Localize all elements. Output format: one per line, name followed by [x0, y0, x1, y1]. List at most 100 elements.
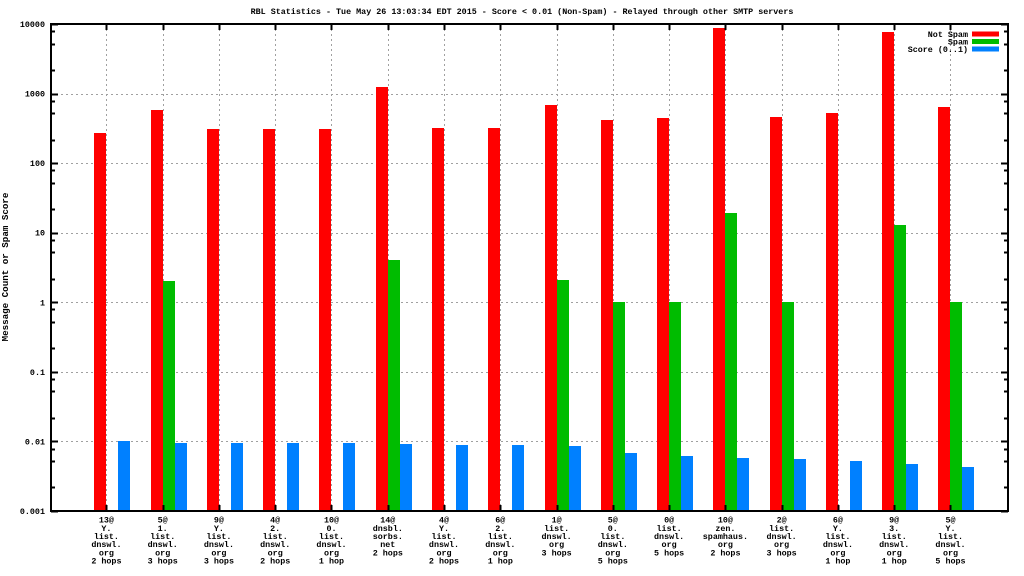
svg-text:list.: list.	[94, 532, 119, 542]
svg-text:list.: list.	[825, 532, 850, 542]
svg-text:5@: 5@	[158, 516, 168, 526]
svg-text:0.: 0.	[326, 524, 336, 534]
svg-text:2@: 2@	[777, 516, 787, 526]
svg-text:2 hops: 2 hops	[373, 548, 403, 558]
svg-text:9@: 9@	[214, 516, 224, 526]
svg-text:sorbs.: sorbs.	[373, 532, 403, 542]
svg-text:Message Count or Spam Score: Message Count or Spam Score	[0, 192, 11, 341]
svg-text:list.: list.	[150, 532, 175, 542]
svg-text:0.: 0.	[608, 524, 618, 534]
svg-text:list.: list.	[938, 532, 963, 542]
svg-text:10: 10	[35, 229, 45, 239]
svg-text:5@: 5@	[608, 516, 618, 526]
svg-text:dnswl.: dnswl.	[260, 540, 290, 550]
svg-text:10000: 10000	[20, 20, 45, 30]
svg-text:org: org	[943, 548, 958, 558]
svg-text:Y.: Y.	[945, 524, 955, 534]
svg-text:org: org	[718, 540, 733, 550]
svg-text:6@: 6@	[833, 516, 843, 526]
svg-text:0.1: 0.1	[30, 368, 45, 378]
svg-text:RBL Statistics - Tue May 26 13: RBL Statistics - Tue May 26 13:03:34 EDT…	[251, 7, 794, 17]
svg-text:list.: list.	[319, 532, 344, 542]
svg-text:list.: list.	[882, 532, 907, 542]
svg-text:org: org	[436, 548, 451, 558]
svg-text:6@: 6@	[495, 516, 505, 526]
svg-text:1 hop: 1 hop	[488, 557, 513, 567]
svg-text:2 hops: 2 hops	[710, 548, 740, 558]
svg-text:Y.: Y.	[101, 524, 111, 534]
svg-text:0.001: 0.001	[20, 507, 45, 517]
svg-text:list.: list.	[544, 524, 569, 534]
svg-text:1000: 1000	[25, 90, 45, 100]
svg-text:9@: 9@	[889, 516, 899, 526]
svg-text:spamhaus.: spamhaus.	[703, 532, 748, 542]
svg-text:org: org	[493, 548, 508, 558]
svg-text:zen.: zen.	[715, 524, 735, 534]
svg-text:10@: 10@	[718, 516, 733, 526]
svg-text:list.: list.	[206, 532, 231, 542]
svg-text:list.: list.	[600, 532, 625, 542]
svg-text:dnswl.: dnswl.	[542, 532, 572, 542]
svg-text:dnswl.: dnswl.	[91, 540, 121, 550]
svg-text:1.: 1.	[158, 524, 168, 534]
svg-text:1 hop: 1 hop	[319, 557, 344, 567]
svg-text:list.: list.	[431, 532, 456, 542]
svg-text:list.: list.	[657, 524, 682, 534]
svg-text:dnswl.: dnswl.	[148, 540, 178, 550]
svg-text:dnsbl.: dnsbl.	[373, 524, 403, 534]
svg-text:dnswl.: dnswl.	[485, 540, 515, 550]
svg-text:org: org	[605, 548, 620, 558]
svg-text:org: org	[662, 540, 677, 550]
svg-text:dnswl.: dnswl.	[654, 532, 684, 542]
svg-text:dnswl.: dnswl.	[879, 540, 909, 550]
svg-text:Not Spam: Not Spam	[928, 30, 968, 40]
svg-text:3 hops: 3 hops	[204, 557, 234, 567]
svg-text:3.: 3.	[889, 524, 899, 534]
svg-text:2.: 2.	[495, 524, 505, 534]
svg-text:list.: list.	[488, 532, 513, 542]
svg-text:org: org	[830, 548, 845, 558]
svg-text:list.: list.	[263, 532, 288, 542]
svg-text:2 hops: 2 hops	[91, 557, 121, 567]
svg-text:org: org	[887, 548, 902, 558]
svg-text:5 hops: 5 hops	[654, 548, 684, 558]
svg-text:org: org	[324, 548, 339, 558]
svg-text:1@: 1@	[552, 516, 562, 526]
svg-text:org: org	[549, 540, 564, 550]
svg-text:2 hops: 2 hops	[260, 557, 290, 567]
svg-text:list.: list.	[769, 524, 794, 534]
svg-text:org: org	[155, 548, 170, 558]
svg-text:Y.: Y.	[439, 524, 449, 534]
svg-text:dnswl.: dnswl.	[316, 540, 346, 550]
svg-text:3 hops: 3 hops	[148, 557, 178, 567]
svg-text:3 hops: 3 hops	[542, 548, 572, 558]
svg-text:5@: 5@	[945, 516, 955, 526]
svg-text:4@: 4@	[439, 516, 449, 526]
svg-text:1 hop: 1 hop	[882, 557, 907, 567]
svg-text:dnswl.: dnswl.	[204, 540, 234, 550]
svg-text:10@: 10@	[324, 516, 339, 526]
svg-text:dnswl.: dnswl.	[429, 540, 459, 550]
svg-text:14@: 14@	[380, 516, 395, 526]
svg-text:13@: 13@	[99, 516, 114, 526]
svg-text:org: org	[774, 540, 789, 550]
svg-text:Score (0..1): Score (0..1)	[908, 45, 968, 55]
svg-text:org: org	[211, 548, 226, 558]
svg-text:3 hops: 3 hops	[767, 548, 797, 558]
svg-text:dnswl.: dnswl.	[935, 540, 965, 550]
svg-text:4@: 4@	[270, 516, 280, 526]
svg-text:dnswl.: dnswl.	[767, 532, 797, 542]
svg-text:org: org	[99, 548, 114, 558]
svg-text:2.: 2.	[270, 524, 280, 534]
svg-text:org: org	[268, 548, 283, 558]
svg-text:1 hop: 1 hop	[825, 557, 850, 567]
svg-text:5 hops: 5 hops	[598, 557, 628, 567]
svg-text:Y.: Y.	[833, 524, 843, 534]
svg-text:2 hops: 2 hops	[429, 557, 459, 567]
svg-text:Y.: Y.	[214, 524, 224, 534]
svg-text:0@: 0@	[664, 516, 674, 526]
svg-text:dnswl.: dnswl.	[823, 540, 853, 550]
svg-text:5 hops: 5 hops	[935, 557, 965, 567]
svg-text:net: net	[380, 540, 395, 550]
svg-text:Spam: Spam	[948, 38, 968, 48]
